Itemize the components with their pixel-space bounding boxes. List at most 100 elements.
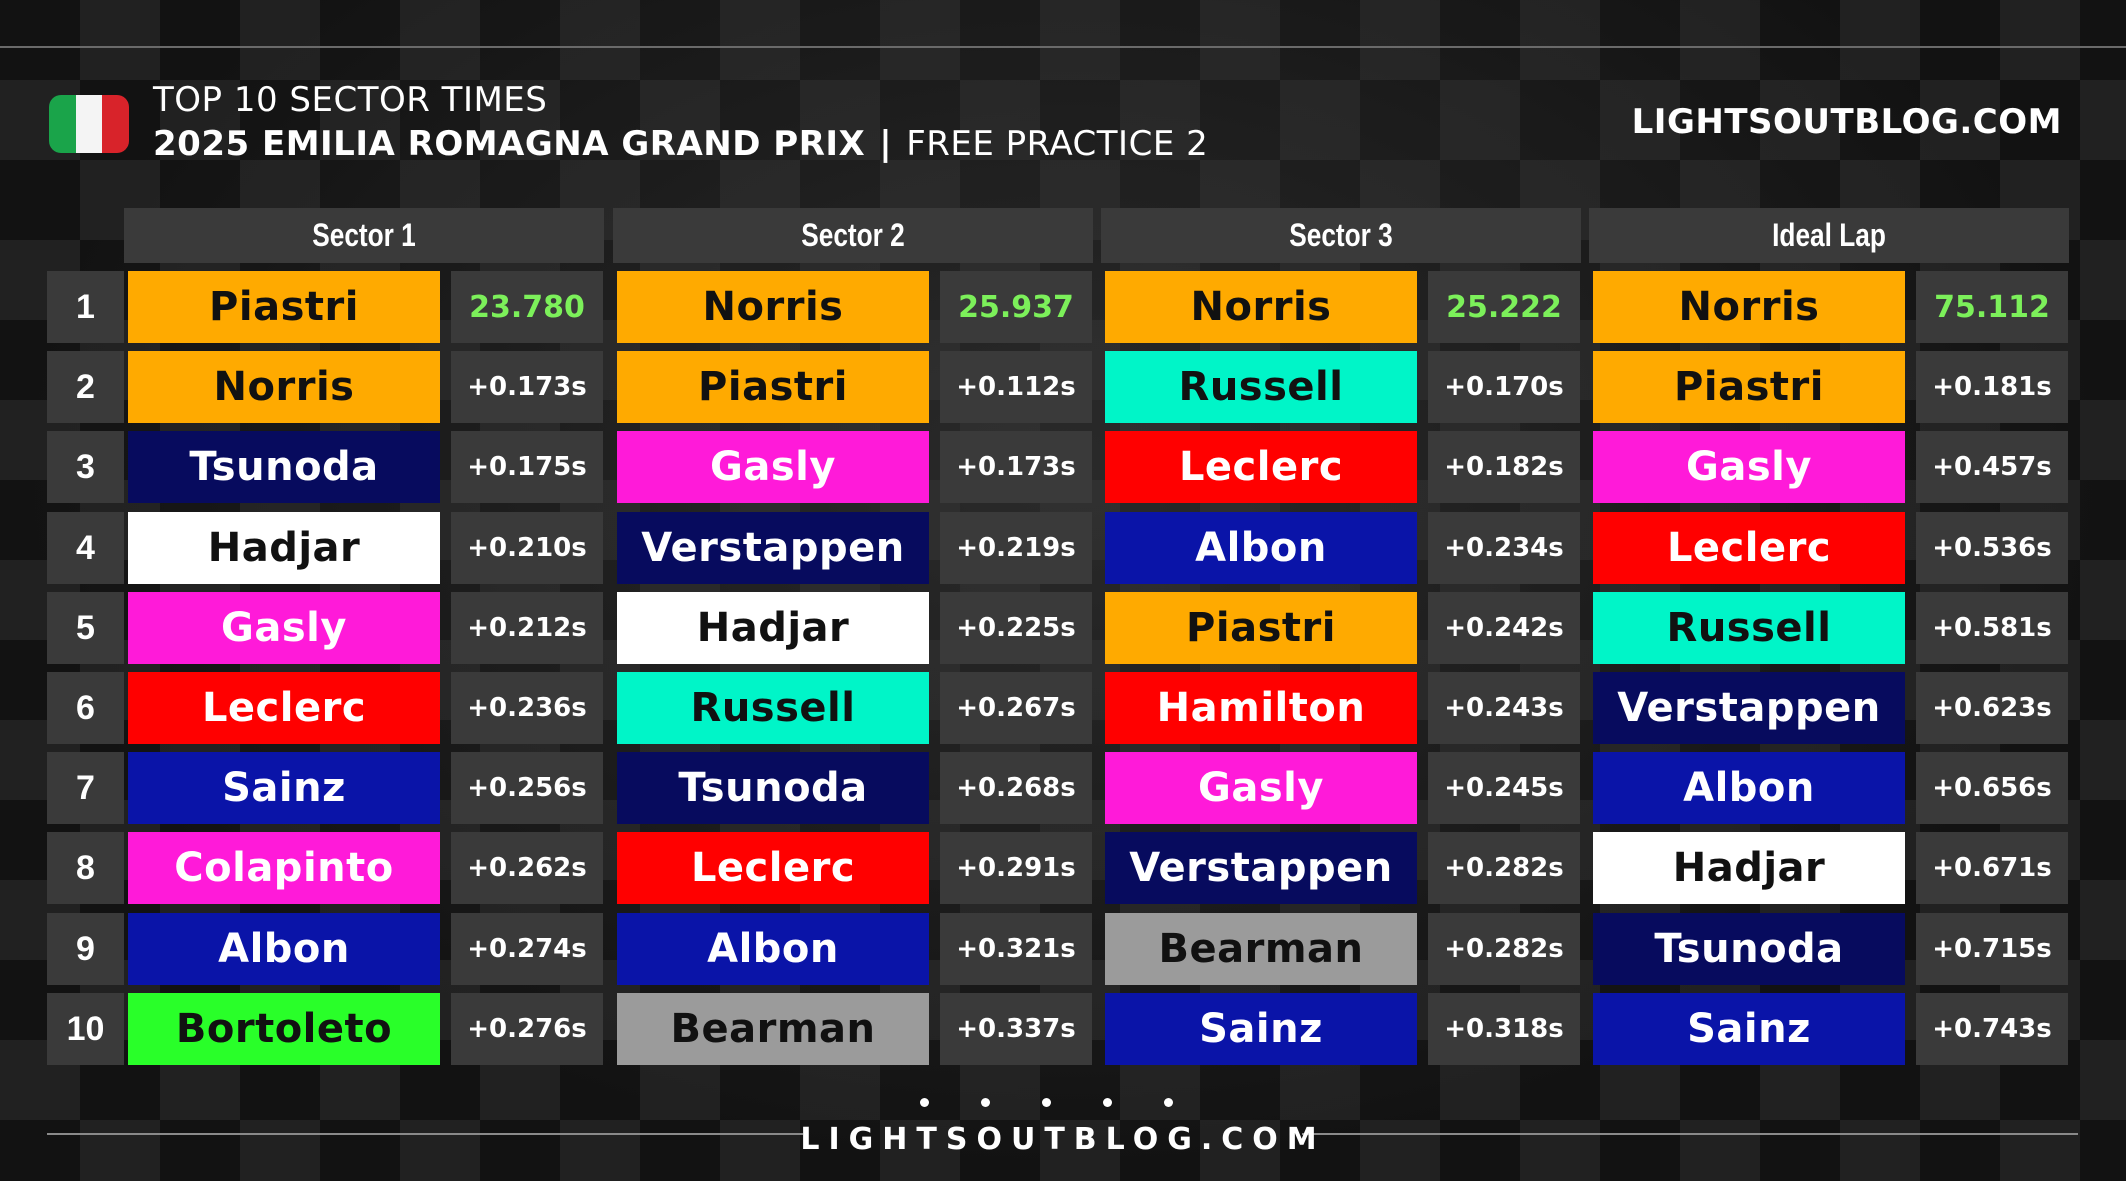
time-gap-cell: +0.210s bbox=[451, 512, 603, 584]
session-name: FREE PRACTICE 2 bbox=[906, 124, 1209, 164]
driver-name-cell: Leclerc bbox=[1593, 512, 1905, 584]
time-gap-cell: +0.282s bbox=[1428, 913, 1580, 985]
driver-name-cell: Albon bbox=[617, 913, 929, 985]
event-subtitle: 2025 EMILIA ROMAGNA GRAND PRIX | FREE PRAC… bbox=[153, 124, 1208, 164]
best-time-cell: 75.112 bbox=[1916, 271, 2068, 343]
rank-cell: 5 bbox=[47, 592, 124, 664]
driver-name-cell: Leclerc bbox=[128, 672, 440, 744]
best-time-cell: 25.222 bbox=[1428, 271, 1580, 343]
time-gap-cell: +0.182s bbox=[1428, 431, 1580, 503]
time-gap-cell: +0.536s bbox=[1916, 512, 2068, 584]
time-gap-cell: +0.256s bbox=[451, 752, 603, 824]
time-gap-cell: +0.715s bbox=[1916, 913, 2068, 985]
driver-name-cell: Norris bbox=[617, 271, 929, 343]
time-gap-cell: +0.267s bbox=[940, 672, 1092, 744]
driver-name-cell: Tsunoda bbox=[1593, 913, 1905, 985]
column-header: Sector 1 bbox=[167, 208, 561, 263]
driver-name-cell: Russell bbox=[617, 672, 929, 744]
time-gap-cell: +0.457s bbox=[1916, 431, 2068, 503]
rank-cell: 9 bbox=[47, 913, 124, 985]
time-gap-cell: +0.581s bbox=[1916, 592, 2068, 664]
best-time-cell: 23.780 bbox=[451, 271, 603, 343]
driver-name-cell: Hamilton bbox=[1105, 672, 1417, 744]
driver-name-cell: Bortoleto bbox=[128, 993, 440, 1065]
time-gap-cell: +0.321s bbox=[940, 913, 1092, 985]
time-gap-cell: +0.225s bbox=[940, 592, 1092, 664]
column-header: Sector 2 bbox=[656, 208, 1050, 263]
time-gap-cell: +0.268s bbox=[940, 752, 1092, 824]
time-gap-cell: +0.623s bbox=[1916, 672, 2068, 744]
driver-name-cell: Leclerc bbox=[1105, 431, 1417, 503]
driver-name-cell: Russell bbox=[1593, 592, 1905, 664]
driver-name-cell: Tsunoda bbox=[617, 752, 929, 824]
time-gap-cell: +0.212s bbox=[451, 592, 603, 664]
driver-name-cell: Hadjar bbox=[617, 592, 929, 664]
rank-cell: 10 bbox=[47, 993, 124, 1065]
rank-cell: 1 bbox=[47, 271, 124, 343]
driver-name-cell: Colapinto bbox=[128, 832, 440, 904]
driver-name-cell: Albon bbox=[1593, 752, 1905, 824]
driver-name-cell: Verstappen bbox=[1593, 672, 1905, 744]
time-gap-cell: +0.262s bbox=[451, 832, 603, 904]
driver-name-cell: Gasly bbox=[617, 431, 929, 503]
rank-cell: 7 bbox=[47, 752, 124, 824]
driver-name-cell: Bearman bbox=[1105, 913, 1417, 985]
time-gap-cell: +0.337s bbox=[940, 993, 1092, 1065]
driver-name-cell: Norris bbox=[1593, 271, 1905, 343]
column-header: Sector 3 bbox=[1144, 208, 1538, 263]
rank-cell: 6 bbox=[47, 672, 124, 744]
time-gap-cell: +0.173s bbox=[451, 351, 603, 423]
time-gap-cell: +0.170s bbox=[1428, 351, 1580, 423]
top-divider bbox=[0, 46, 2126, 48]
time-gap-cell: +0.242s bbox=[1428, 592, 1580, 664]
footer-brand: LIGHTSOUTBLOG.COM bbox=[800, 1122, 1326, 1157]
footer-rule-right bbox=[1302, 1133, 2078, 1135]
italy-flag-icon bbox=[49, 95, 129, 153]
rank-cell: 8 bbox=[47, 832, 124, 904]
time-gap-cell: +0.245s bbox=[1428, 752, 1580, 824]
time-gap-cell: +0.173s bbox=[940, 431, 1092, 503]
rank-cell: 4 bbox=[47, 512, 124, 584]
driver-name-cell: Albon bbox=[1105, 512, 1417, 584]
time-gap-cell: +0.656s bbox=[1916, 752, 2068, 824]
footer-rule-left bbox=[47, 1133, 803, 1135]
time-gap-cell: +0.671s bbox=[1916, 832, 2068, 904]
driver-name-cell: Sainz bbox=[1593, 993, 1905, 1065]
driver-name-cell: Piastri bbox=[128, 271, 440, 343]
time-gap-cell: +0.743s bbox=[1916, 993, 2068, 1065]
time-gap-cell: +0.175s bbox=[451, 431, 603, 503]
time-gap-cell: +0.318s bbox=[1428, 993, 1580, 1065]
title-separator: | bbox=[879, 124, 893, 164]
driver-name-cell: Norris bbox=[128, 351, 440, 423]
time-gap-cell: +0.112s bbox=[940, 351, 1092, 423]
driver-name-cell: Albon bbox=[128, 913, 440, 985]
driver-name-cell: Piastri bbox=[1593, 351, 1905, 423]
time-gap-cell: +0.234s bbox=[1428, 512, 1580, 584]
time-gap-cell: +0.243s bbox=[1428, 672, 1580, 744]
driver-name-cell: Hadjar bbox=[128, 512, 440, 584]
driver-name-cell: Verstappen bbox=[1105, 832, 1417, 904]
time-gap-cell: +0.219s bbox=[940, 512, 1092, 584]
time-gap-cell: +0.181s bbox=[1916, 351, 2068, 423]
driver-name-cell: Gasly bbox=[128, 592, 440, 664]
best-time-cell: 25.937 bbox=[940, 271, 1092, 343]
driver-name-cell: Bearman bbox=[617, 993, 929, 1065]
driver-name-cell: Tsunoda bbox=[128, 431, 440, 503]
rank-cell: 3 bbox=[47, 431, 124, 503]
time-gap-cell: +0.282s bbox=[1428, 832, 1580, 904]
time-gap-cell: +0.291s bbox=[940, 832, 1092, 904]
rank-cell: 2 bbox=[47, 351, 124, 423]
driver-name-cell: Gasly bbox=[1105, 752, 1417, 824]
driver-name-cell: Sainz bbox=[128, 752, 440, 824]
driver-name-cell: Piastri bbox=[617, 351, 929, 423]
driver-name-cell: Hadjar bbox=[1593, 832, 1905, 904]
time-gap-cell: +0.236s bbox=[451, 672, 603, 744]
brand-logo-text: LIGHTSOUTBLOG.COM bbox=[1631, 102, 2062, 142]
column-header: Ideal Lap bbox=[1632, 208, 2026, 263]
driver-name-cell: Sainz bbox=[1105, 993, 1417, 1065]
driver-name-cell: Norris bbox=[1105, 271, 1417, 343]
driver-name-cell: Leclerc bbox=[617, 832, 929, 904]
driver-name-cell: Verstappen bbox=[617, 512, 929, 584]
driver-name-cell: Russell bbox=[1105, 351, 1417, 423]
event-name: 2025 EMILIA ROMAGNA GRAND PRIX bbox=[153, 124, 866, 164]
